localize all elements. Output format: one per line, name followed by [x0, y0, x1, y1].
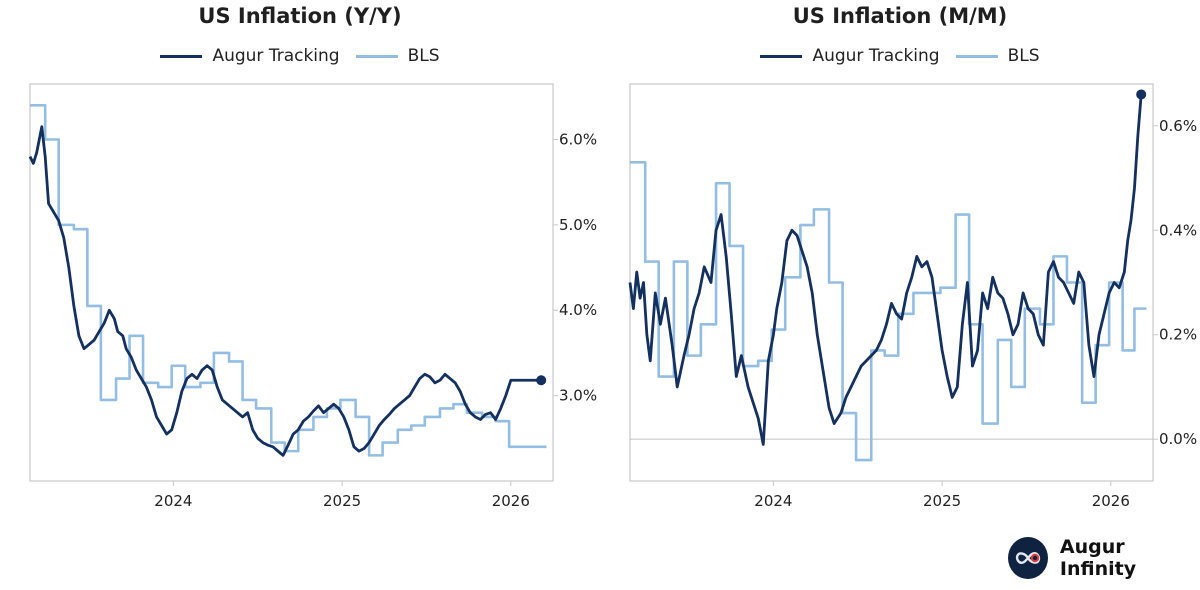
x-tick-label: 2026	[1092, 492, 1130, 510]
y-tick-label: 3.0%	[559, 387, 597, 405]
x-tick-label: 2026	[492, 492, 530, 510]
series-augur-endpoint	[1136, 89, 1147, 100]
legend-label-augur: Augur Tracking	[212, 46, 340, 66]
legend-item-augur: Augur Tracking	[160, 46, 340, 66]
legend: Augur Tracking BLS	[600, 46, 1200, 66]
legend-label-augur: Augur Tracking	[812, 46, 940, 66]
legend-item-augur: Augur Tracking	[760, 46, 940, 66]
legend-swatch-augur	[160, 54, 203, 58]
x-tick-label: 2025	[323, 492, 361, 510]
x-tick-label: 2025	[923, 492, 961, 510]
y-tick-label: 0.6%	[1159, 117, 1197, 135]
legend-swatch-bls	[355, 54, 398, 58]
chart-title: US Inflation (Y/Y)	[198, 4, 402, 28]
series-augur-line	[628, 94, 1143, 446]
y-tick-label: 0.0%	[1159, 430, 1197, 448]
x-tick-label: 2024	[154, 492, 192, 510]
plot-area: 0.0% 0.2% 0.4% 0.6% 2024 2025 2026	[628, 83, 1197, 510]
legend: Augur Tracking BLS	[0, 46, 600, 66]
chart-mom: US Inflation (M/M) Augur Tracking BLS 0.…	[600, 0, 1200, 590]
plot-area: 3.0% 4.0% 5.0% 6.0% 2024 2025 2026	[28, 83, 597, 510]
legend-item-bls: BLS	[955, 46, 1040, 66]
infinity-logo-icon	[1008, 537, 1048, 579]
branding: Augur Infinity	[1008, 536, 1200, 580]
legend-label-bls: BLS	[1007, 46, 1040, 66]
y-tick-label: 0.4%	[1159, 221, 1197, 239]
brand-name: Augur Infinity	[1059, 536, 1137, 580]
y-tick-label: 0.2%	[1159, 326, 1197, 344]
series-bls-line	[30, 104, 547, 457]
y-tick-label: 5.0%	[559, 216, 597, 234]
plot-frame	[29, 83, 554, 482]
chart-title: US Inflation (M/M)	[792, 4, 1008, 28]
legend-swatch-bls	[955, 54, 998, 58]
legend-item-bls: BLS	[355, 46, 440, 66]
chart-yoy: US Inflation (Y/Y) Augur Tracking BLS 3.…	[0, 4, 600, 510]
series-bls-line	[630, 161, 1147, 462]
legend-label-bls: BLS	[407, 46, 440, 66]
x-tick-label: 2024	[754, 492, 792, 510]
y-tick-label: 4.0%	[559, 301, 597, 319]
y-tick-label: 6.0%	[559, 130, 597, 148]
series-augur-line	[28, 125, 542, 457]
series-augur-endpoint	[536, 375, 547, 386]
legend-swatch-augur	[760, 54, 803, 58]
